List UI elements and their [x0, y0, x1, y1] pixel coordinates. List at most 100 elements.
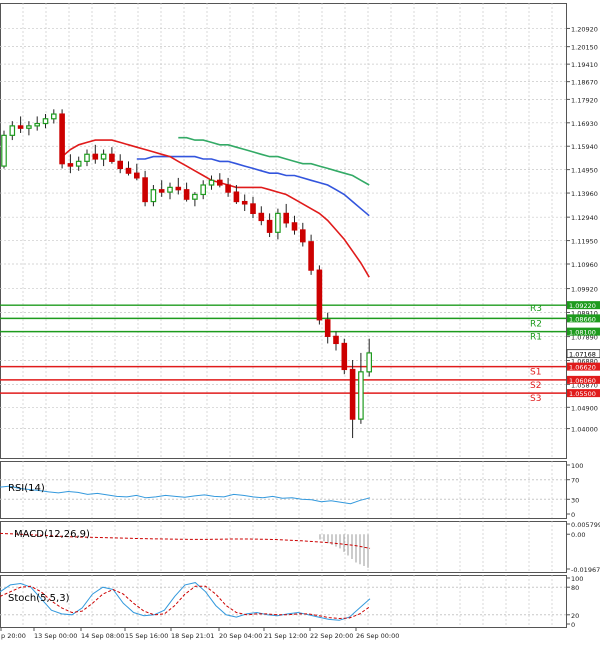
- level-price-box: [567, 301, 600, 310]
- stoch-tick-label: 0: [571, 621, 575, 629]
- level-label: S3: [530, 394, 541, 404]
- price-tick-label: 1.20150: [571, 44, 598, 52]
- stoch-k-line: [0, 582, 371, 621]
- x-tick-label: 22 Sep 20:00: [310, 632, 353, 640]
- candle-body: [275, 212, 281, 233]
- price-tick-label: 1.04900: [571, 404, 598, 412]
- level-price-label: 1.08660: [569, 315, 596, 323]
- candle-body: [100, 153, 107, 160]
- candle-body: [1, 134, 7, 167]
- candle-body: [308, 241, 314, 271]
- candle-body: [17, 125, 24, 129]
- last-price-label: 1.07168: [569, 351, 596, 359]
- x-tick-label: 14 Sep 08:00: [81, 632, 124, 640]
- candle-body: [358, 371, 364, 420]
- candle-body: [233, 191, 240, 203]
- stoch-panel-frame: [0, 575, 567, 628]
- x-tick-label: 18 Sep 21:01: [171, 632, 214, 640]
- macd-signal-line: [0, 532, 371, 549]
- candle-body: [241, 200, 248, 205]
- level-price-box: [567, 389, 600, 398]
- macd-panel-frame: [0, 521, 567, 573]
- candle-body: [183, 189, 190, 200]
- candle-body: [349, 368, 356, 420]
- candle-body: [333, 335, 339, 345]
- candle-body: [217, 179, 223, 186]
- rsi-tick-label: 70: [571, 477, 579, 485]
- price-tick-label: 1.18670: [571, 79, 598, 87]
- price-tick-label: 1.14950: [571, 167, 598, 175]
- level-price-label: 1.06620: [569, 364, 596, 372]
- candle-body: [150, 189, 157, 203]
- candle-body: [167, 186, 173, 193]
- candle-body: [67, 163, 74, 167]
- x-tick-label: 13 Sep 00:00: [34, 632, 77, 640]
- price-tick-label: 1.13960: [571, 190, 598, 198]
- candle-body: [291, 222, 298, 231]
- candle-body: [59, 113, 65, 165]
- candle-body: [366, 352, 373, 373]
- x-tick-label: 20 Sep 04:00: [219, 632, 262, 640]
- level-price-box: [567, 327, 600, 336]
- price-tick-label: 1.07890: [571, 334, 598, 342]
- rsi-title: RSI(14): [8, 483, 45, 494]
- price-tick-label: 1.17920: [571, 96, 598, 104]
- x-tick-label: p 20:00: [1, 632, 26, 640]
- candle-body: [300, 229, 306, 243]
- candle-body: [50, 113, 57, 120]
- candle-body: [134, 172, 140, 179]
- rsi-tick-label: 0: [571, 511, 575, 519]
- level-price-label: 1.06060: [569, 377, 596, 385]
- candle-body: [42, 118, 49, 125]
- macd-tick-label: 0.00: [571, 531, 585, 539]
- level-label: R3: [530, 304, 542, 314]
- level-price-box: [567, 314, 600, 323]
- macd-title: MACD(12,26,9): [14, 529, 90, 540]
- candle-body: [266, 219, 273, 233]
- price-tick-label: 1.04000: [571, 426, 598, 434]
- candle-body: [208, 179, 215, 186]
- candle-body: [283, 212, 290, 224]
- candle-body: [75, 160, 82, 167]
- price-tick-label: 1.08910: [571, 309, 598, 317]
- candle-body: [192, 193, 198, 200]
- candle-body: [158, 189, 165, 193]
- price-tick-label: 1.10960: [571, 261, 598, 269]
- last-price-box: [566, 349, 600, 359]
- rsi-tick-label: 100: [571, 462, 583, 470]
- price-tick-label: 1.05870: [571, 381, 598, 389]
- x-tick-label: 21 Sep 12:00: [264, 632, 307, 640]
- candle-body: [9, 125, 16, 136]
- candle-body: [92, 153, 99, 160]
- price-tick-label: 1.20920: [571, 25, 598, 33]
- candle-body: [142, 177, 148, 203]
- x-tick-label: 15 Sep 16:00: [125, 632, 168, 640]
- macd-tick-label: 0.005799: [571, 521, 600, 529]
- stoch-title: Stoch(5,5,3): [8, 593, 70, 604]
- macd-tick-label: -0.019678: [571, 566, 600, 574]
- price-tick-label: 1.09920: [571, 286, 598, 294]
- level-price-label: 1.08100: [569, 329, 596, 337]
- candle-body: [117, 160, 124, 170]
- stoch-tick-label: 100: [571, 575, 583, 583]
- price-panel-frame: [0, 3, 567, 459]
- level-label: S1: [530, 368, 541, 378]
- candle-body: [84, 153, 90, 162]
- price-tick-label: 1.15940: [571, 143, 598, 151]
- candle-body: [200, 184, 207, 196]
- rsi-line: [0, 485, 371, 505]
- candle-body: [109, 153, 115, 162]
- rsi-panel-frame: [0, 461, 567, 519]
- candle-body: [225, 184, 231, 193]
- level-label: S2: [530, 381, 541, 391]
- candle-body: [316, 269, 323, 321]
- level-price-label: 1.09220: [569, 302, 596, 310]
- price-tick-label: 1.11950: [571, 238, 598, 246]
- candle-body: [125, 167, 132, 174]
- level-label: R1: [530, 333, 542, 343]
- candle-body: [324, 319, 331, 337]
- level-label: R2: [530, 319, 542, 329]
